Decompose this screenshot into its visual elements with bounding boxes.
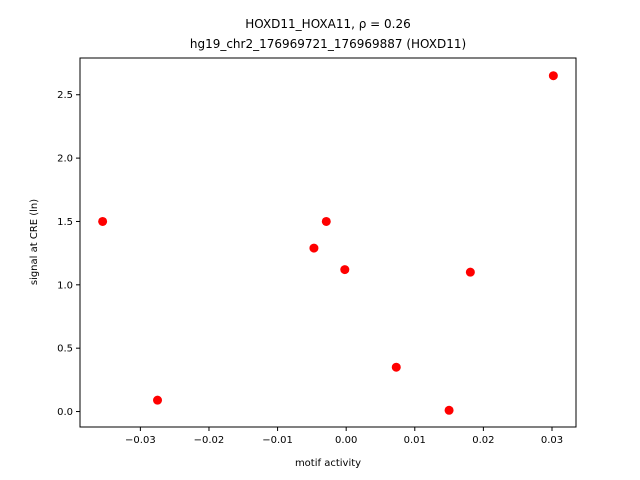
x-tick-label: 0.00 <box>335 435 357 446</box>
x-axis-label: motif activity <box>295 458 361 469</box>
data-point <box>98 216 108 226</box>
x-tick-label: 0.02 <box>472 435 494 446</box>
chart-title-line-1: HOXD11_HOXA11, ρ = 0.26 <box>245 17 410 31</box>
y-tick-label: 2.5 <box>57 90 73 101</box>
data-points <box>98 71 558 415</box>
y-tick-label: 2.0 <box>57 154 73 165</box>
axes-frame <box>79 57 577 428</box>
data-point <box>391 362 401 372</box>
x-tick-label: −0.03 <box>125 435 156 446</box>
y-tick-label: 0.0 <box>57 407 73 418</box>
data-point <box>309 243 319 253</box>
chart-title-line-2: hg19_chr2_176969721_176969887 (HOXD11) <box>190 37 466 51</box>
data-point <box>340 265 350 275</box>
x-tick-label: −0.02 <box>194 435 225 446</box>
x-tick-label: 0.03 <box>541 435 563 446</box>
y-tick-label: 0.5 <box>57 344 73 355</box>
data-point <box>321 216 331 226</box>
y-axis-ticks: 0.0 0.5 1.0 1.5 2.0 2.5 <box>57 90 80 418</box>
x-axis-ticks: −0.03 −0.02 −0.01 0.00 0.01 0.02 0.03 <box>125 427 563 446</box>
data-point <box>548 71 558 81</box>
data-point <box>444 405 454 415</box>
y-tick-label: 1.5 <box>57 217 73 228</box>
plot-area: −0.03 −0.02 −0.01 0.00 0.01 0.02 0.03 0.0 0.5 1.… <box>57 57 577 446</box>
y-tick-label: 1.0 <box>57 280 73 291</box>
y-axis-label: signal at CRE (ln) <box>29 199 40 285</box>
data-point <box>465 267 475 277</box>
x-tick-label: −0.01 <box>262 435 293 446</box>
x-tick-label: 0.01 <box>404 435 426 446</box>
data-point <box>153 395 163 405</box>
